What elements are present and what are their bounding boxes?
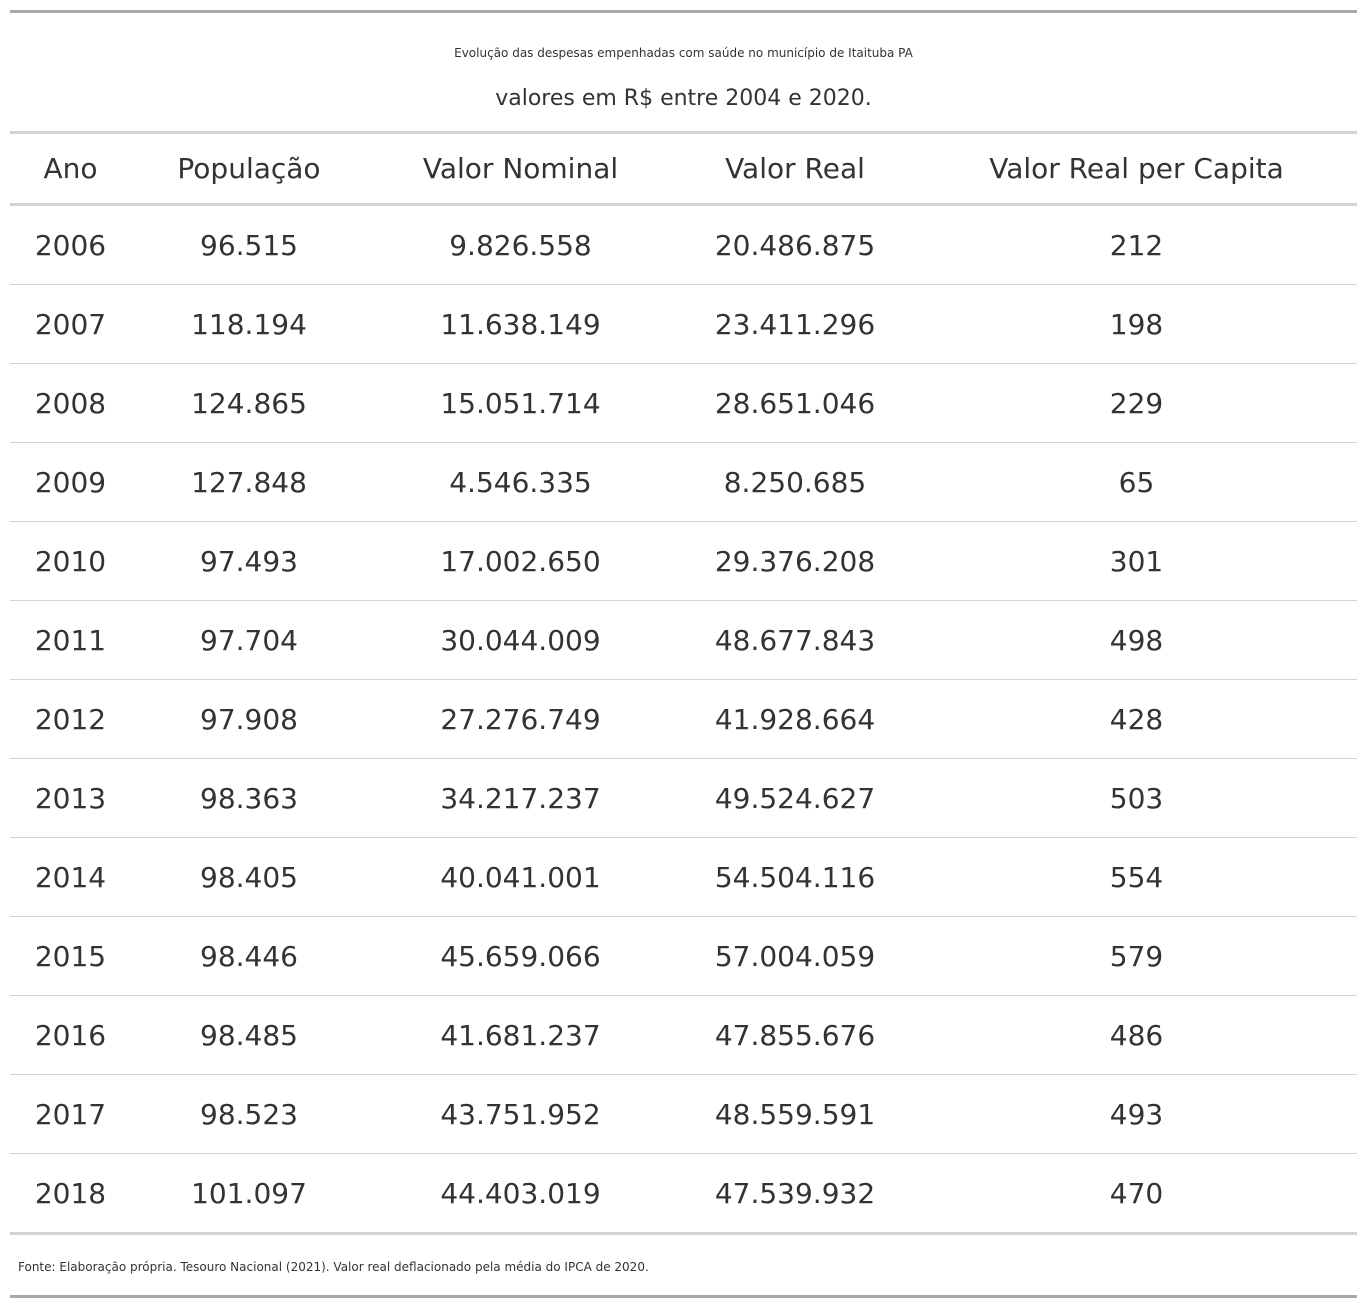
table-row: 2016 98.485 41.681.237 47.855.676 486	[10, 995, 1357, 1075]
cell-populacao: 98.485	[131, 995, 367, 1075]
cell-valor-real: 57.004.059	[674, 916, 916, 996]
table-row: 2014 98.405 40.041.001 54.504.116 554	[10, 837, 1357, 917]
table-title: Evolução das despesas empenhadas com saú…	[454, 46, 913, 60]
cell-valor-nominal: 9.826.558	[367, 204, 674, 285]
table-row: 2018 101.097 44.403.019 47.539.932 470	[10, 1153, 1357, 1235]
cell-ano: 2017	[10, 1074, 131, 1154]
cell-valor-real: 47.539.932	[674, 1153, 916, 1235]
column-header-ano: Ano	[10, 134, 131, 206]
cell-ano: 2006	[10, 204, 131, 285]
bottom-rule	[10, 1295, 1357, 1298]
cell-valor-nominal: 17.002.650	[367, 521, 674, 601]
cell-populacao: 124.865	[131, 363, 367, 443]
cell-valor-real-per-capita: 503	[916, 758, 1357, 838]
cell-valor-real-per-capita: 65	[916, 442, 1357, 522]
cell-valor-nominal: 11.638.149	[367, 284, 674, 364]
cell-valor-real: 41.928.664	[674, 679, 916, 759]
column-header-populacao: População	[131, 134, 367, 206]
cell-ano: 2012	[10, 679, 131, 759]
table-subtitle: valores em R$ entre 2004 e 2020.	[495, 86, 872, 111]
cell-valor-nominal: 43.751.952	[367, 1074, 674, 1154]
source-note: Fonte: Elaboração própria. Tesouro Nacio…	[18, 1260, 649, 1274]
cell-valor-real-per-capita: 470	[916, 1153, 1357, 1235]
cell-valor-real: 20.486.875	[674, 204, 916, 285]
cell-valor-nominal: 40.041.001	[367, 837, 674, 917]
cell-valor-real: 8.250.685	[674, 442, 916, 522]
cell-valor-real: 29.376.208	[674, 521, 916, 601]
cell-valor-nominal: 41.681.237	[367, 995, 674, 1075]
cell-valor-real: 23.411.296	[674, 284, 916, 364]
cell-ano: 2011	[10, 600, 131, 680]
cell-valor-real: 49.524.627	[674, 758, 916, 838]
cell-ano: 2007	[10, 284, 131, 364]
cell-valor-real-per-capita: 198	[916, 284, 1357, 364]
cell-ano: 2009	[10, 442, 131, 522]
cell-valor-nominal: 4.546.335	[367, 442, 674, 522]
table-row: 2010 97.493 17.002.650 29.376.208 301	[10, 521, 1357, 601]
cell-valor-real-per-capita: 554	[916, 837, 1357, 917]
cell-ano: 2010	[10, 521, 131, 601]
table-row: 2007 118.194 11.638.149 23.411.296 198	[10, 284, 1357, 364]
top-rule	[10, 10, 1357, 13]
cell-valor-real-per-capita: 486	[916, 995, 1357, 1075]
data-table: Ano População Valor Nominal Valor Real V…	[10, 134, 1357, 1235]
cell-valor-nominal: 44.403.019	[367, 1153, 674, 1235]
header-rule	[10, 131, 1357, 134]
cell-valor-real-per-capita: 229	[916, 363, 1357, 443]
cell-populacao: 101.097	[131, 1153, 367, 1235]
cell-populacao: 97.908	[131, 679, 367, 759]
table-row: 2017 98.523 43.751.952 48.559.591 493	[10, 1074, 1357, 1154]
cell-valor-real-per-capita: 498	[916, 600, 1357, 680]
table-row: 2006 96.515 9.826.558 20.486.875 212	[10, 204, 1357, 285]
table-body: 2006 96.515 9.826.558 20.486.875 212 2007 118.…	[10, 204, 1357, 1235]
cell-valor-real-per-capita: 301	[916, 521, 1357, 601]
cell-valor-nominal: 27.276.749	[367, 679, 674, 759]
cell-valor-nominal: 34.217.237	[367, 758, 674, 838]
cell-populacao: 98.446	[131, 916, 367, 996]
cell-valor-real: 28.651.046	[674, 363, 916, 443]
cell-valor-real-per-capita: 212	[916, 204, 1357, 285]
cell-valor-real: 47.855.676	[674, 995, 916, 1075]
cell-populacao: 96.515	[131, 204, 367, 285]
cell-valor-real-per-capita: 493	[916, 1074, 1357, 1154]
cell-ano: 2008	[10, 363, 131, 443]
cell-valor-real: 48.559.591	[674, 1074, 916, 1154]
cell-valor-nominal: 15.051.714	[367, 363, 674, 443]
cell-ano: 2016	[10, 995, 131, 1075]
column-header-valor-real-per-capita: Valor Real per Capita	[916, 134, 1357, 206]
cell-populacao: 97.704	[131, 600, 367, 680]
cell-valor-real-per-capita: 428	[916, 679, 1357, 759]
cell-ano: 2013	[10, 758, 131, 838]
cell-valor-nominal: 45.659.066	[367, 916, 674, 996]
table-row: 2015 98.446 45.659.066 57.004.059 579	[10, 916, 1357, 996]
cell-populacao: 98.523	[131, 1074, 367, 1154]
table-row: 2009 127.848 4.546.335 8.250.685 65	[10, 442, 1357, 522]
cell-ano: 2018	[10, 1153, 131, 1235]
cell-valor-nominal: 30.044.009	[367, 600, 674, 680]
cell-populacao: 127.848	[131, 442, 367, 522]
table-row: 2012 97.908 27.276.749 41.928.664 428	[10, 679, 1357, 759]
header-row: Ano População Valor Nominal Valor Real V…	[10, 134, 1357, 206]
data-table-container: Evolução das despesas empenhadas com saú…	[10, 10, 1357, 1298]
cell-valor-real: 54.504.116	[674, 837, 916, 917]
table-row: 2008 124.865 15.051.714 28.651.046 229	[10, 363, 1357, 443]
cell-ano: 2015	[10, 916, 131, 996]
cell-ano: 2014	[10, 837, 131, 917]
cell-populacao: 98.405	[131, 837, 367, 917]
cell-populacao: 118.194	[131, 284, 367, 364]
table-row: 2013 98.363 34.217.237 49.524.627 503	[10, 758, 1357, 838]
column-header-valor-nominal: Valor Nominal	[367, 134, 674, 206]
cell-populacao: 97.493	[131, 521, 367, 601]
column-header-valor-real: Valor Real	[674, 134, 916, 206]
cell-valor-real-per-capita: 579	[916, 916, 1357, 996]
cell-valor-real: 48.677.843	[674, 600, 916, 680]
cell-populacao: 98.363	[131, 758, 367, 838]
table-row: 2011 97.704 30.044.009 48.677.843 498	[10, 600, 1357, 680]
